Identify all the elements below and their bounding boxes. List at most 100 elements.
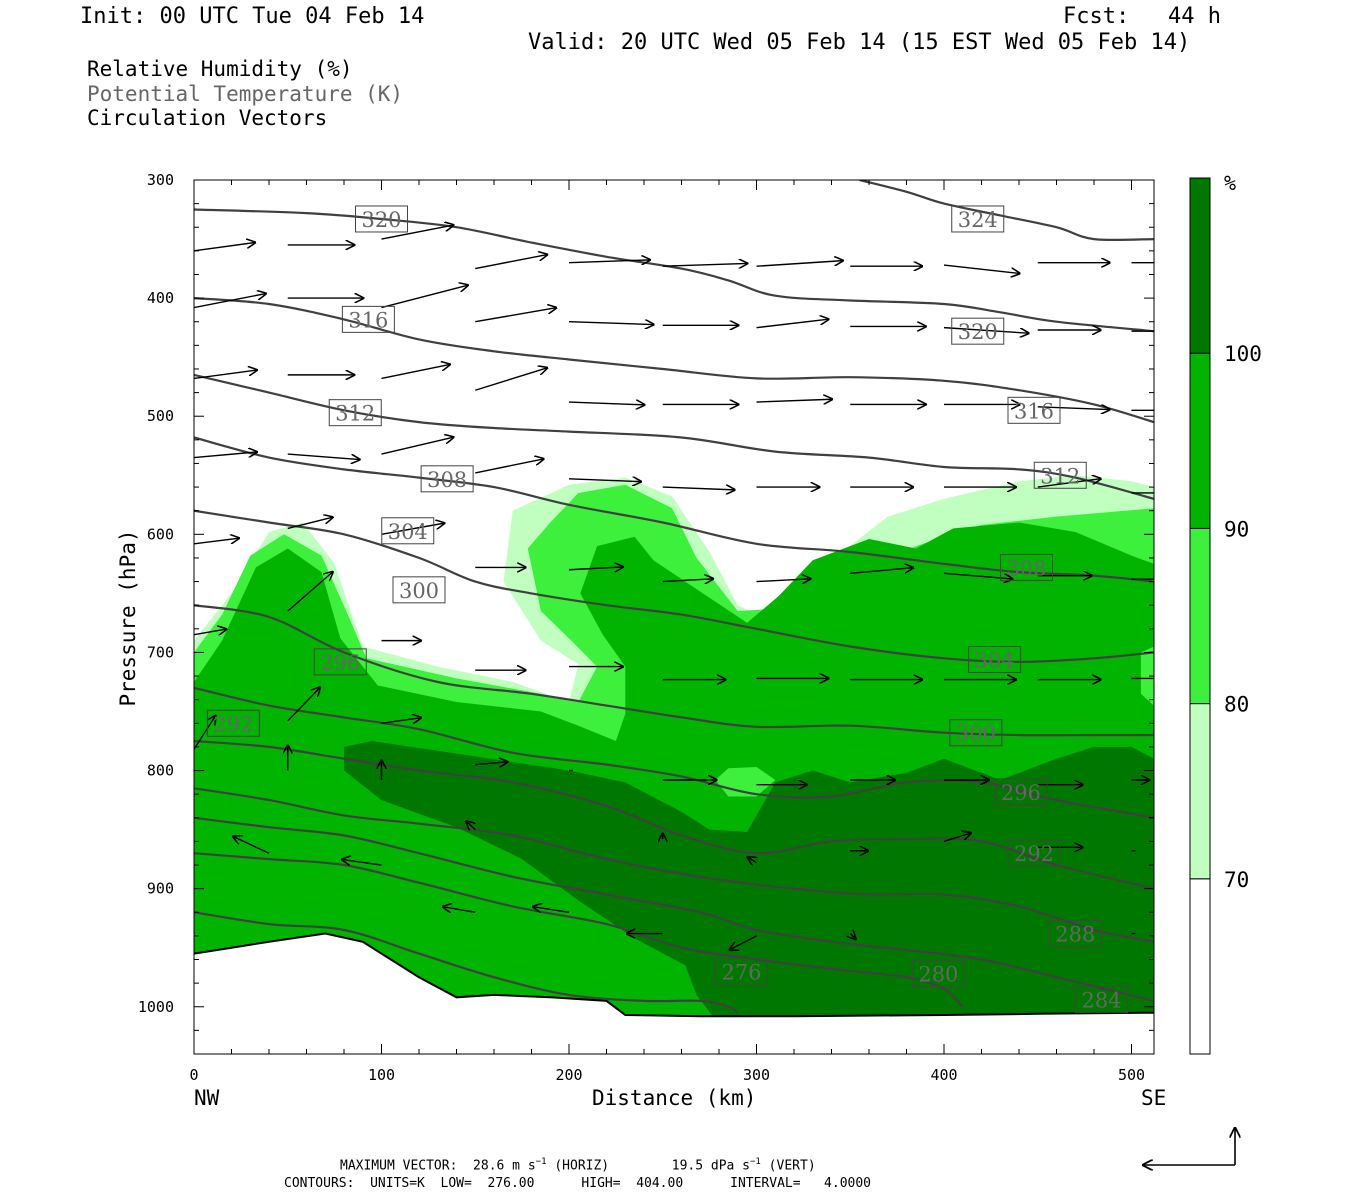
valid-time: Valid: 20 UTC Wed 05 Feb 14 (15 EST Wed … [528, 30, 1191, 55]
y-tick-label: 500 [147, 407, 174, 425]
circulation-vector [194, 538, 239, 545]
theta-label: 300 [399, 579, 439, 603]
forecast-label: Fcst: [1063, 4, 1130, 29]
theta-label: 296 [320, 651, 360, 675]
x-axis-left-end: NW [194, 1086, 220, 1110]
forecast-hours: 44 h [1168, 4, 1221, 29]
circulation-vector [381, 225, 454, 240]
theta-label-box [1033, 461, 1087, 489]
theta-label-box [328, 399, 382, 427]
circulation-vector [475, 308, 556, 323]
theta-contour-300 [194, 604, 1154, 737]
theta-label: 316 [1014, 399, 1054, 423]
y-tick-label: 800 [147, 762, 174, 780]
circulation-vector [568, 567, 623, 570]
theta-label: 308 [1006, 556, 1046, 580]
circulation-vector [756, 261, 843, 267]
theta-contour-312 [194, 373, 1154, 500]
legend-rh: Relative Humidity (%) [87, 57, 353, 81]
theta-contour-320 [194, 208, 1154, 333]
theta-contour-292 [194, 739, 1154, 890]
circulation-vector [662, 579, 713, 582]
x-tick-label: 500 [1118, 1066, 1145, 1084]
circulation-vector [943, 833, 971, 843]
theta-label-box [381, 517, 435, 545]
colorbar-level-label: 100 [1224, 342, 1262, 366]
theta-contour-316 [194, 297, 1154, 424]
theta-label: 316 [348, 308, 388, 332]
x-axis-right-end: SE [1141, 1086, 1167, 1110]
circulation-vector [443, 907, 476, 913]
theta-label: 312 [1040, 464, 1080, 488]
circulation-vector [475, 255, 547, 270]
circulation-vector [850, 568, 913, 574]
circulation-vector [756, 319, 829, 329]
circulation-vector [533, 907, 570, 913]
x-axis-title: Distance (km) [592, 1086, 757, 1110]
y-tick-label: 900 [147, 880, 174, 898]
colorbar-level-label: 80 [1224, 693, 1249, 717]
colorbar-swatch [1189, 352, 1211, 529]
circulation-vector [287, 687, 320, 722]
circulation-vector [466, 821, 475, 829]
theta-label-box [1048, 920, 1102, 948]
circulation-vector [475, 459, 543, 474]
circulation-vector [943, 326, 1029, 334]
x-tick-label: 200 [555, 1066, 582, 1084]
contour-info: CONTOURS: UNITS=K LOW= 276.00 HIGH= 404.… [284, 1176, 871, 1191]
theta-label-box [1075, 986, 1128, 1014]
circulation-vector [662, 487, 735, 490]
circulation-vector [662, 263, 748, 266]
circulation-vector [1037, 407, 1110, 410]
circulation-vector [943, 264, 1020, 273]
circulation-vector [194, 452, 257, 459]
circulation-vector [194, 294, 266, 309]
circulation-vector [568, 402, 645, 405]
theta-label: 288 [1055, 923, 1095, 947]
circulation-vector [730, 935, 757, 950]
x-tick-label: 0 [189, 1066, 198, 1084]
circulation-vector [475, 368, 547, 391]
circulation-vector [194, 716, 216, 750]
theta-label-box [968, 646, 1022, 674]
x-tick-label: 100 [368, 1066, 395, 1084]
theta-label-box [1007, 396, 1061, 424]
theta-label-box [715, 957, 768, 985]
circulation-vector [475, 762, 507, 765]
circulation-vector [287, 572, 333, 612]
theta-label-box [949, 719, 1003, 747]
theta-label-box [1007, 839, 1061, 867]
colorbar-swatch [1189, 703, 1211, 880]
theta-label: 324 [958, 208, 998, 232]
colorbar-level-label: 90 [1224, 517, 1249, 541]
circulation-vector [568, 479, 641, 482]
circulation-vector [194, 242, 255, 252]
circulation-vector [1037, 479, 1101, 488]
circulation-vector [850, 934, 855, 940]
terrain-line [194, 932, 1154, 1018]
theta-label: 296 [1001, 781, 1041, 805]
plot-frame [193, 179, 1155, 1055]
circulation-vector [381, 364, 450, 380]
y-axis-title: Pressure (hPa) [116, 529, 140, 707]
theta-label: 320 [958, 320, 998, 344]
circulation-vector [381, 285, 468, 309]
y-tick-label: 600 [147, 525, 174, 543]
theta-contour-304 [194, 509, 1154, 664]
theta-label: 284 [1081, 989, 1121, 1013]
y-tick-label: 700 [147, 643, 174, 661]
circulation-vector [748, 857, 757, 863]
y-tick-label: 300 [147, 171, 174, 189]
theta-label-box [1000, 553, 1053, 581]
theta-label-box [206, 709, 260, 737]
theta-label: 308 [427, 468, 467, 492]
theta-label: 312 [335, 402, 375, 426]
theta-contour-276 [194, 911, 739, 1014]
colorbar-swatch [1189, 527, 1211, 705]
theta-contour-288 [194, 787, 1154, 943]
theta-label: 280 [918, 963, 958, 987]
theta-contour-284 [194, 816, 1154, 1002]
circulation-vector [381, 718, 422, 724]
rh-pocket-80-90 [1140, 646, 1154, 706]
